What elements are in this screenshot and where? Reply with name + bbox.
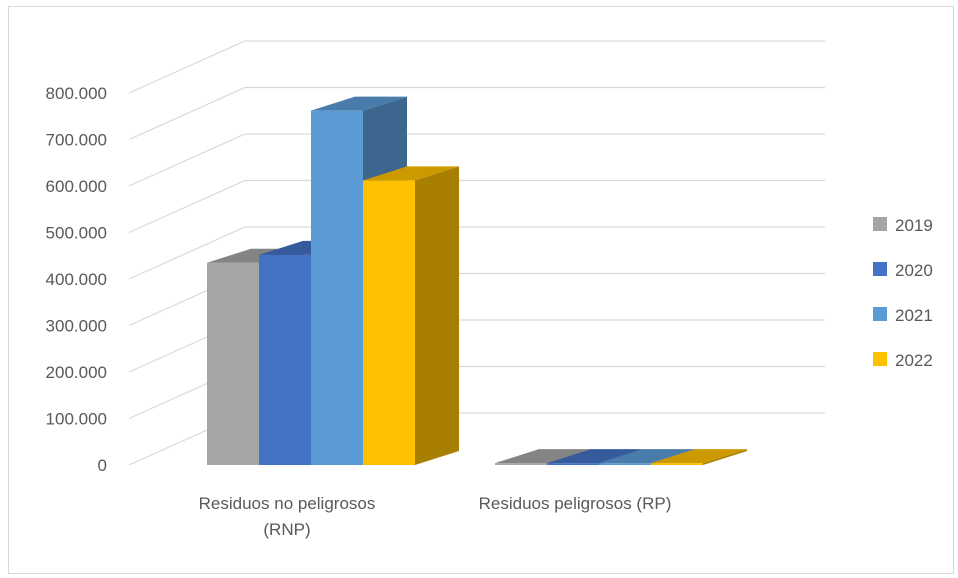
- legend: 2019 2020 2021 2022: [873, 216, 933, 370]
- y-tick-label: 300.000: [46, 317, 107, 336]
- bar-side: [703, 449, 747, 465]
- category-label: Residuos peligrosos (RP): [479, 494, 672, 513]
- legend-label: 2020: [895, 261, 933, 280]
- gridlines: [128, 40, 825, 466]
- gridline: [128, 179, 825, 234]
- gridline: [128, 40, 825, 94]
- bar-front: [311, 110, 363, 466]
- legend-swatch: [873, 262, 887, 276]
- bar-2022-0: [363, 166, 459, 466]
- legend-swatch: [873, 352, 887, 366]
- x-axis-categories: Residuos no peligrosos (RNP) Residuos peli…: [199, 494, 672, 539]
- y-tick-label: 0: [98, 456, 107, 475]
- legend-swatch: [873, 307, 887, 321]
- bar-top: [363, 166, 459, 181]
- bar-2022-1: [651, 449, 747, 465]
- bar-top: [311, 96, 407, 111]
- legend-item: 2020: [873, 261, 933, 280]
- legend-item: 2021: [873, 306, 933, 325]
- legend-label: 2019: [895, 216, 933, 235]
- bar-side: [415, 166, 459, 466]
- bar-top: [495, 449, 591, 464]
- legend-item: 2022: [873, 351, 933, 370]
- gridline: [128, 86, 825, 141]
- bars: [207, 96, 747, 466]
- bar-top: [547, 449, 643, 464]
- y-tick-label: 100.000: [46, 410, 107, 429]
- y-tick-label: 700.000: [46, 131, 107, 150]
- bar-chart: 0 100.000 200.000 300.000 400.000 500.000 600.…: [46, 40, 933, 539]
- legend-label: 2022: [895, 351, 933, 370]
- category-label: Residuos no peligrosos: [199, 494, 376, 513]
- y-tick-label: 400.000: [46, 270, 107, 289]
- bar-top: [651, 449, 747, 464]
- legend-label: 2021: [895, 306, 933, 325]
- y-axis-ticks: 0 100.000 200.000 300.000 400.000 500.000 600.…: [46, 84, 107, 475]
- legend-swatch: [873, 217, 887, 231]
- gridline: [128, 226, 825, 280]
- category-label: (RNP): [263, 520, 310, 539]
- bar-front: [547, 463, 599, 465]
- y-tick-label: 500.000: [46, 224, 107, 243]
- bar-top: [599, 449, 695, 464]
- y-tick-label: 600.000: [46, 177, 107, 196]
- y-tick-label: 200.000: [46, 363, 107, 382]
- bar-front: [259, 254, 311, 465]
- gridline: [128, 133, 825, 187]
- bar-front: [651, 463, 703, 465]
- chart-frame: 0 100.000 200.000 300.000 400.000 500.000 600.…: [8, 6, 954, 574]
- bar-front: [495, 463, 547, 465]
- y-tick-label: 800.000: [46, 84, 107, 103]
- bar-front: [363, 180, 415, 466]
- bar-front: [599, 463, 651, 465]
- bar-front: [207, 262, 259, 465]
- legend-item: 2019: [873, 216, 933, 235]
